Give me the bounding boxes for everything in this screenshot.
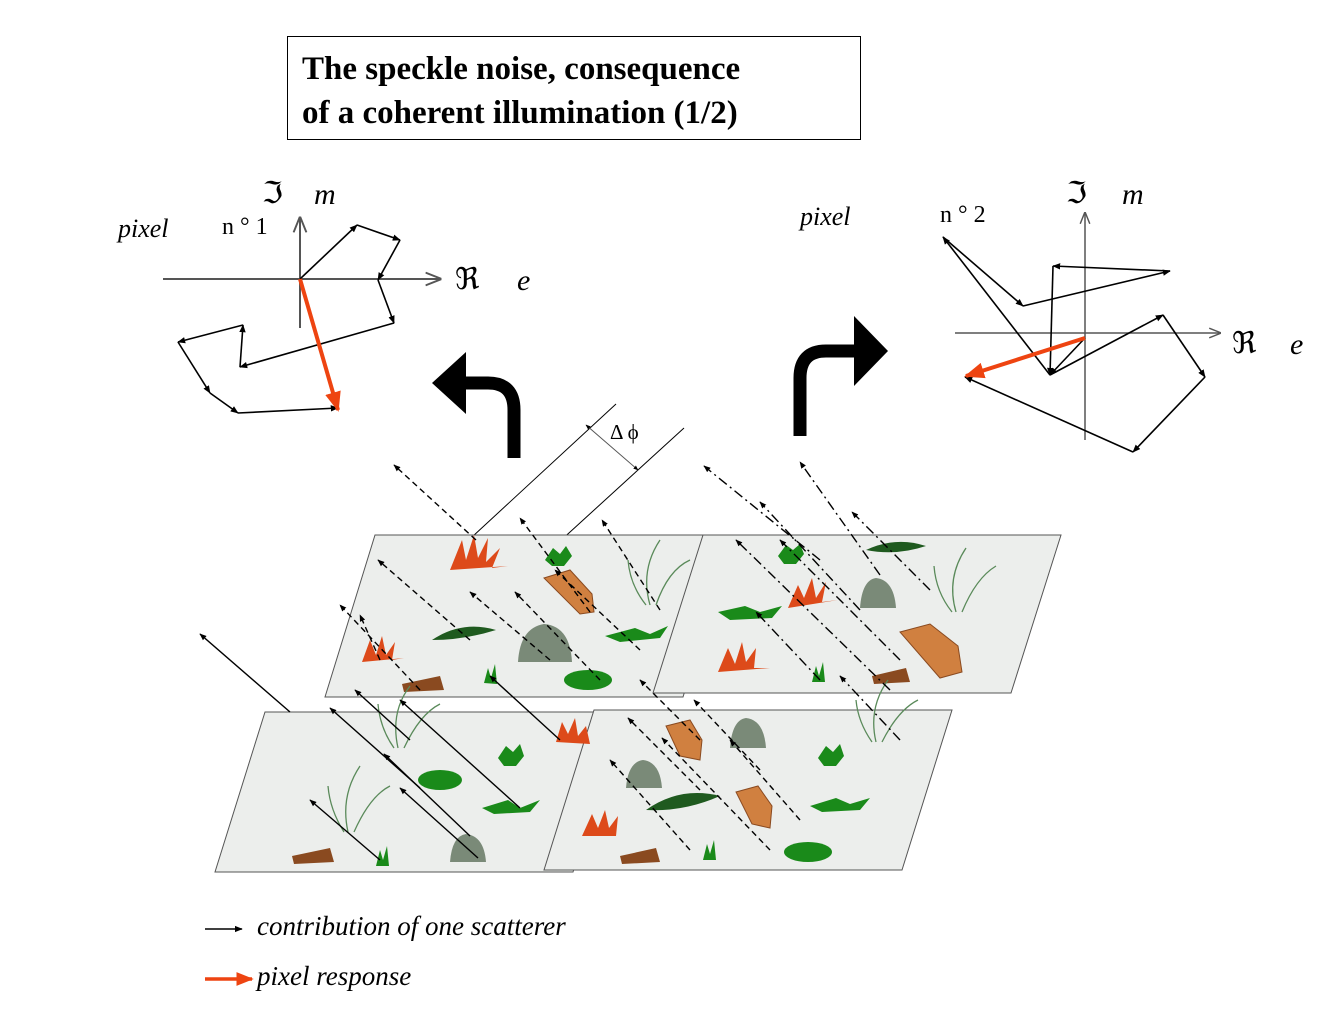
rays-dash-dot bbox=[703, 461, 931, 741]
phase-difference-label: Δ ϕ bbox=[610, 420, 639, 444]
scatterer-phasor-chain-1 bbox=[177, 224, 401, 414]
pixel-2-real-letter: e bbox=[1290, 328, 1304, 361]
rays-dashed bbox=[339, 464, 801, 851]
fern-leaf bbox=[432, 541, 926, 811]
curved-arrow-left bbox=[432, 352, 521, 458]
phasor-diagram-pixel-2 bbox=[942, 213, 1220, 453]
orange-plant bbox=[362, 535, 838, 836]
pixel-2-number: n ° 2 bbox=[940, 202, 986, 228]
gray-rock bbox=[450, 578, 896, 862]
pixel-2-imag-letter: m bbox=[1122, 178, 1144, 211]
ground-cell-top-right bbox=[652, 534, 1062, 694]
pixel-1-label: pixel bbox=[118, 214, 169, 243]
rays-solid bbox=[199, 633, 561, 861]
pixel-1-imag-letter: m bbox=[314, 178, 336, 211]
ground-planes bbox=[214, 534, 1062, 873]
title-line-2: of a coherent illumination (1/2) bbox=[302, 95, 738, 131]
phasor-diagram-pixel-1 bbox=[163, 218, 440, 414]
pixel-response-vector-2 bbox=[964, 336, 1086, 379]
tan-rock bbox=[543, 569, 963, 829]
slide-title: The speckle noise, consequence of a cohe… bbox=[287, 36, 861, 140]
pixel-response-vector-1 bbox=[298, 278, 341, 412]
pixel-1-number: n ° 1 bbox=[222, 214, 268, 240]
tree-stump bbox=[292, 668, 910, 864]
curved-arrow-right bbox=[793, 316, 888, 436]
scatterer-phasor-chain-2 bbox=[942, 236, 1206, 453]
scatterer-rays bbox=[199, 461, 931, 861]
pixel-2-imag-symbol: ℑ bbox=[1066, 176, 1087, 211]
green-plant bbox=[376, 544, 870, 866]
legend-pixel-text: pixel response bbox=[257, 961, 412, 991]
title-line-1: The speckle noise, consequence bbox=[302, 51, 741, 87]
pixel-2-real-symbol: ℜ bbox=[1232, 326, 1257, 361]
grass-tuft bbox=[327, 539, 997, 833]
legend-scatterer-text: contribution of one scatterer bbox=[257, 911, 566, 941]
phase-difference-indicator bbox=[471, 403, 685, 544]
pixel-1-real-letter: e bbox=[517, 264, 531, 297]
scatterer-objects bbox=[292, 535, 997, 866]
pixel-1-imag-symbol: ℑ bbox=[262, 176, 283, 211]
pixel-2-label: pixel bbox=[800, 202, 851, 231]
pixel-1-real-symbol: ℜ bbox=[455, 262, 480, 297]
